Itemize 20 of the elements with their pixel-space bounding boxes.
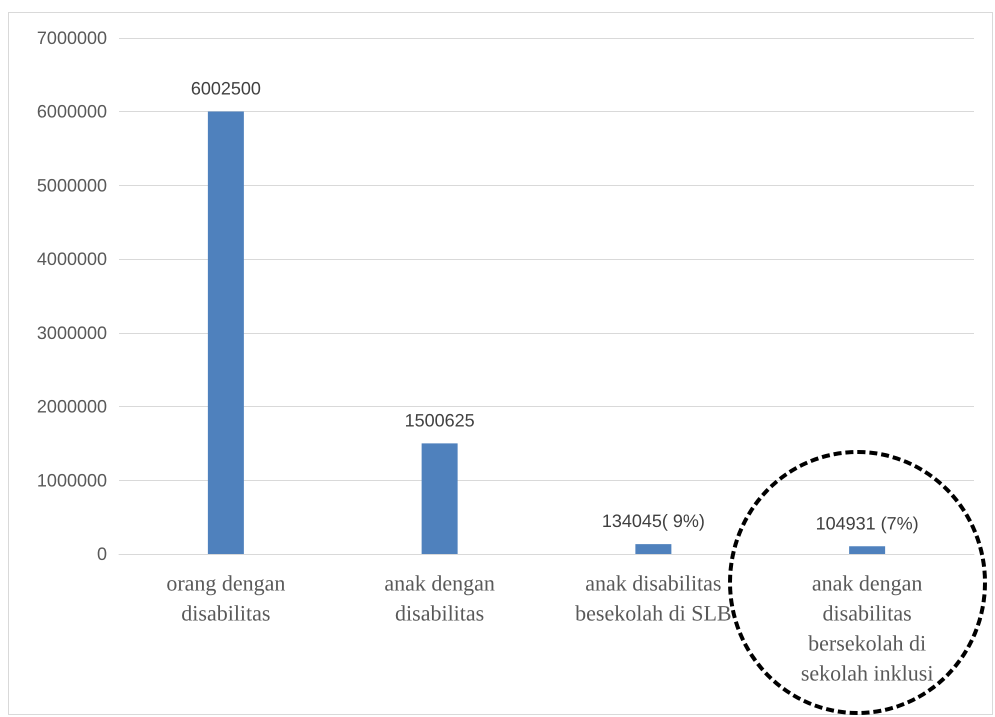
data-label: 6002500 <box>190 78 261 99</box>
x-tick-label: anak dengan disabilitas bersekolah di sekolah inklusi <box>800 570 934 686</box>
y-tick-label: 0 <box>96 544 107 564</box>
x-tick-label: orang dengan disabilitas <box>166 570 286 626</box>
x-tick-label: anak disabilitas besekolah di SLB <box>575 570 732 626</box>
bar <box>635 544 672 554</box>
bar <box>422 443 458 554</box>
y-tick-label: 1000000 <box>36 470 107 490</box>
data-label: 134045( 9%) <box>602 511 705 532</box>
y-tick-label: 5000000 <box>36 175 107 196</box>
bar <box>208 112 244 554</box>
data-label: 1500625 <box>404 410 475 430</box>
data-label: 104931 (7%) <box>816 513 919 534</box>
y-tick-label: 7000000 <box>36 28 107 48</box>
x-tick-label: anak dengan disabilitas <box>384 570 495 626</box>
y-tick-label: 6000000 <box>36 102 107 122</box>
y-tick-label: 3000000 <box>36 322 107 343</box>
y-tick-label: 2000000 <box>36 396 107 417</box>
y-tick-label: 4000000 <box>36 249 107 270</box>
bar <box>849 546 886 554</box>
